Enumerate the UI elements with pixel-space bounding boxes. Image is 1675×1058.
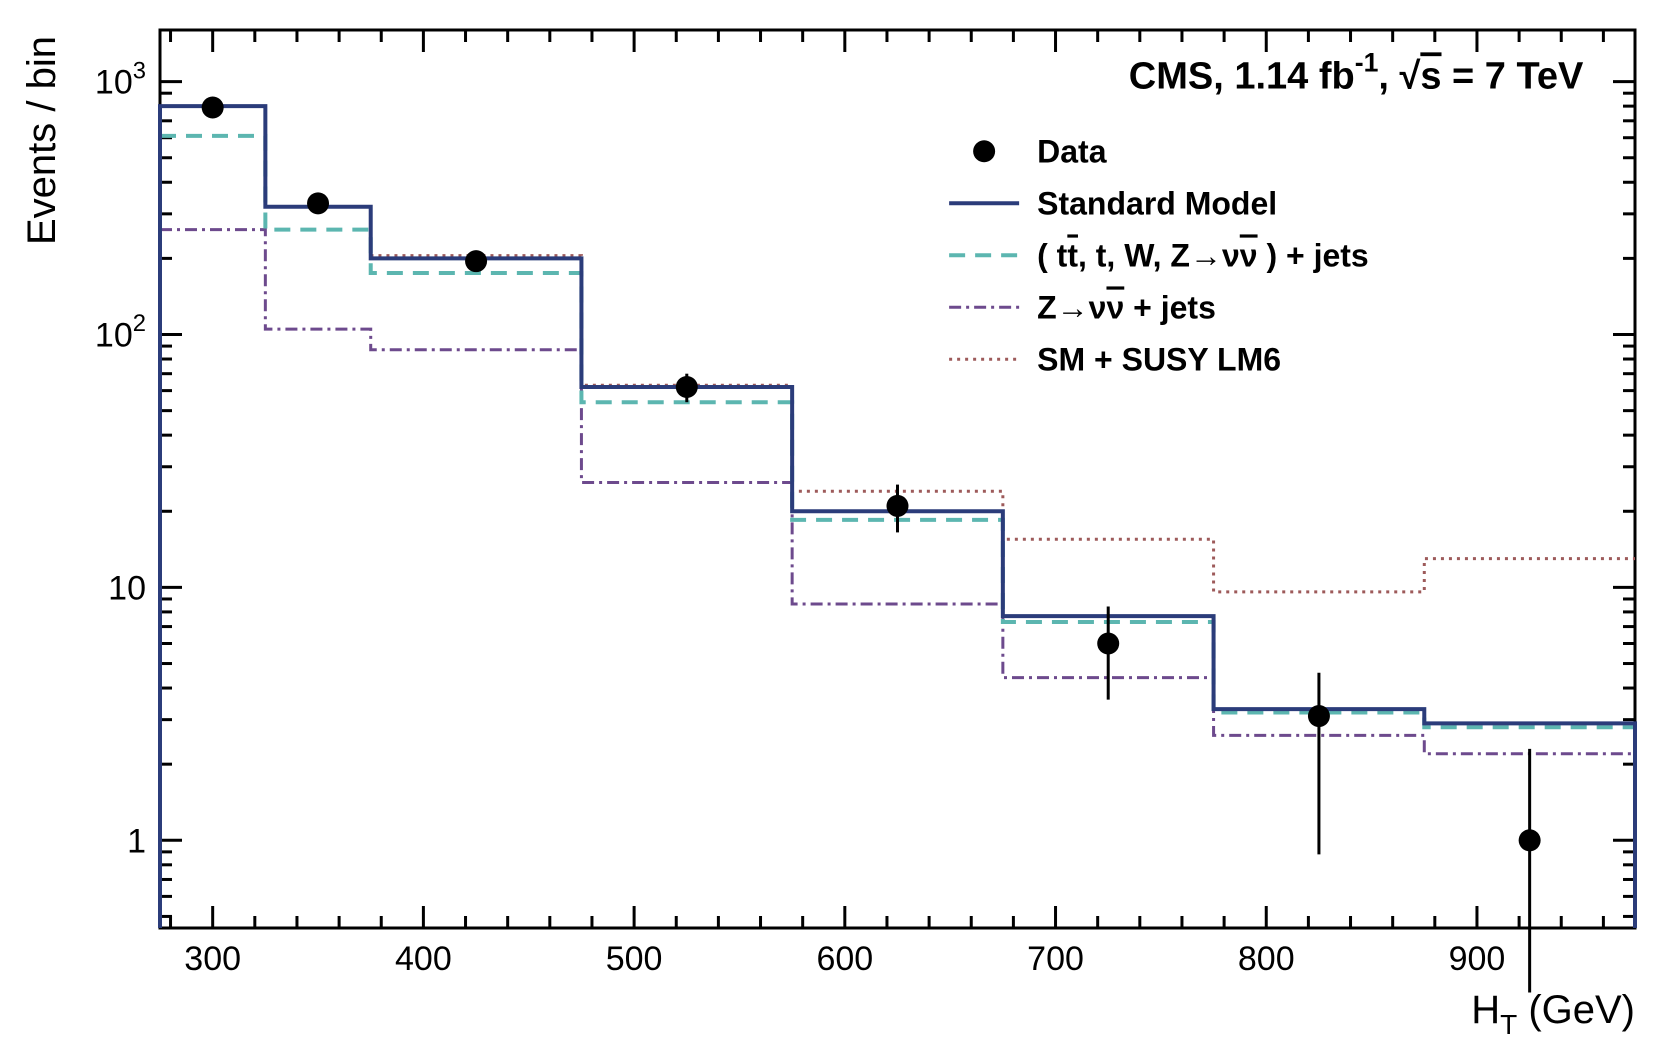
x-tick-label: 800: [1238, 940, 1295, 978]
x-tick-label: 500: [606, 940, 663, 978]
legend-label: Standard Model: [1037, 185, 1277, 221]
x-tick-label: 400: [395, 940, 452, 978]
data-point: [465, 250, 487, 272]
chart-container: 300400500600700800900110102103HT (GeV)Ev…: [0, 0, 1675, 1058]
data-point: [202, 97, 224, 119]
x-tick-label: 900: [1449, 940, 1506, 978]
data-point: [1097, 633, 1119, 655]
x-tick-label: 600: [816, 940, 873, 978]
legend-marker-icon: [973, 140, 995, 162]
legend-label: ( tt, t, W, Z→νν ) + jets: [1037, 237, 1369, 273]
y-tick-label: 10: [108, 569, 146, 607]
legend-label: Z→νν + jets: [1037, 289, 1216, 325]
legend-label: Data: [1037, 133, 1107, 169]
chart-svg: 300400500600700800900110102103HT (GeV)Ev…: [0, 0, 1675, 1058]
data-point: [1308, 705, 1330, 727]
x-tick-label: 300: [184, 940, 241, 978]
y-axis-label: Events / bin: [20, 36, 64, 245]
data-point: [676, 376, 698, 398]
y-tick-label: 1: [127, 822, 146, 860]
legend-label: SM + SUSY LM6: [1037, 341, 1281, 377]
x-tick-label: 700: [1027, 940, 1084, 978]
data-point: [1519, 829, 1541, 851]
data-point: [307, 192, 329, 214]
data-point: [887, 495, 909, 517]
